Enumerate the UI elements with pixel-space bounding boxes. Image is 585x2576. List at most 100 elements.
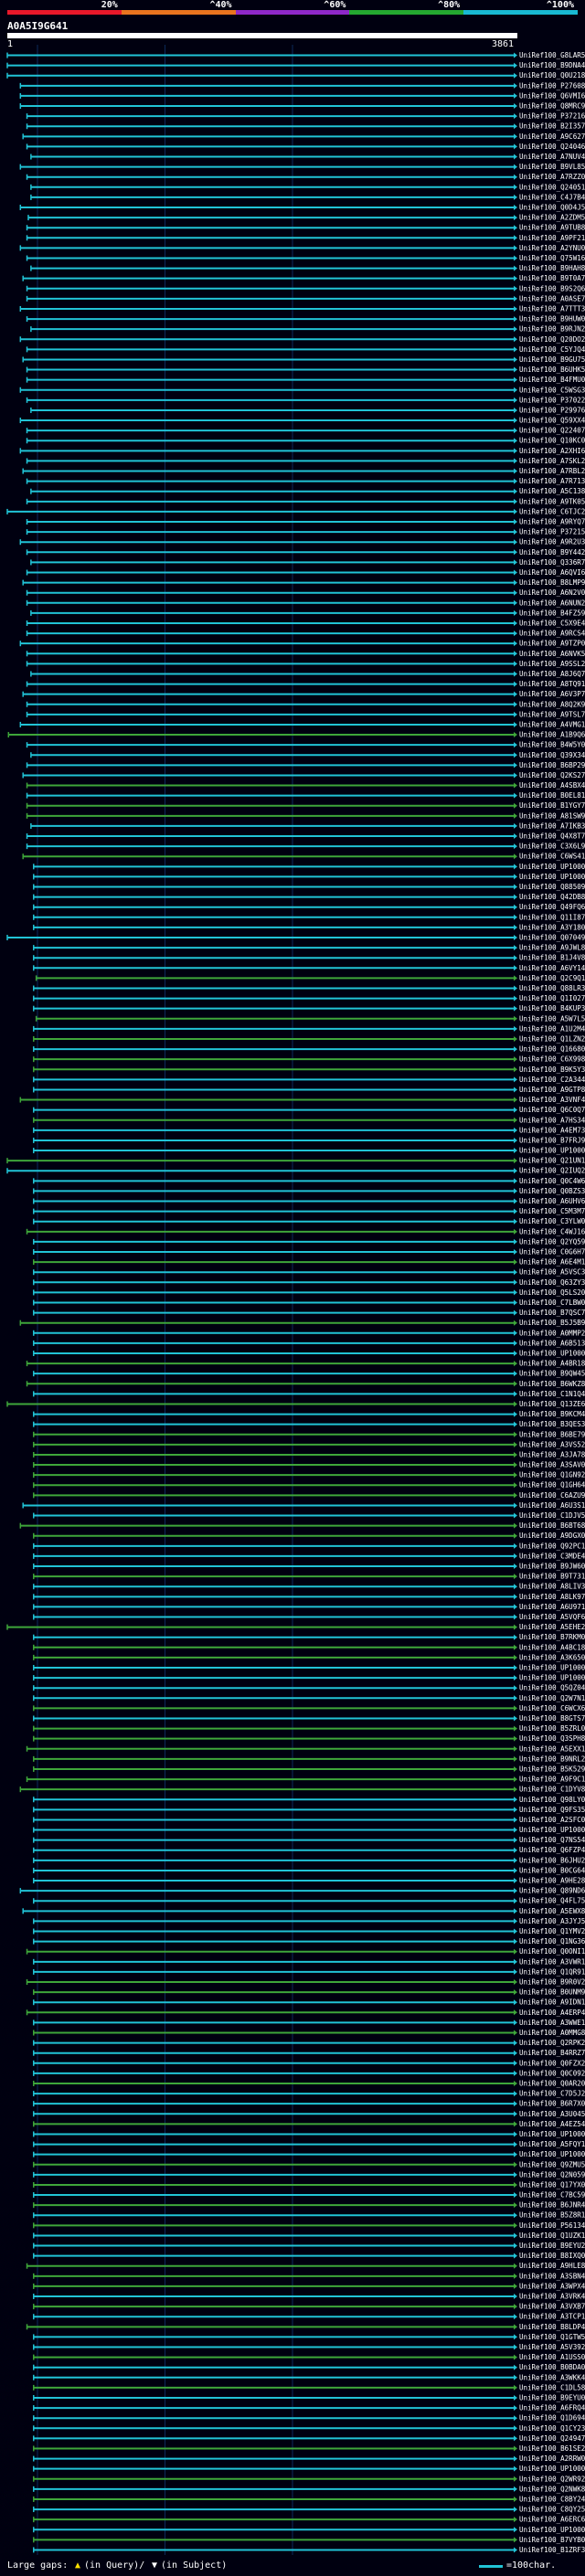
hit-label[interactable]: UniRef100_C3X6L9 [519,843,585,851]
hit-row[interactable]: UniRef100_Q11I87 [33,913,585,921]
hit-label[interactable]: UniRef100_A0MMP2 [519,1329,585,1337]
hit-row[interactable]: UniRef100_C2A344 [33,1076,585,1084]
hit-row[interactable]: UniRef100_A9IDN1 [33,1998,585,2007]
hit-row[interactable]: UniRef100_C7BC59 [33,2191,585,2200]
hit-label[interactable]: UniRef100_A4BC18 [519,1643,585,1651]
hit-row[interactable]: UniRef100_B7QSC7 [33,1309,585,1317]
hit-label[interactable]: UniRef100_A6U3S1 [519,1501,585,1510]
hit-label[interactable]: UniRef100_A6ERC6 [519,2516,585,2524]
hit-label[interactable]: UniRef100_A4ERP4 [519,2009,585,2017]
hit-label[interactable]: UniRef100_Q7NS54 [519,1836,585,1844]
hit-row[interactable]: UniRef100_A3WPX4 [33,2282,585,2290]
hit-label[interactable]: UniRef100_Q2RPK2 [519,2039,585,2047]
hit-row[interactable]: UniRef100_A9RYQ7 [26,518,585,526]
hit-row[interactable]: UniRef100_Q16680 [33,1045,585,1054]
hit-row[interactable]: UniRef100_A9TK05 [26,497,585,505]
hit-label[interactable]: UniRef100_Q89ND6 [519,1887,585,1895]
hit-row[interactable]: UniRef100_B4RRZ7 [33,2049,585,2057]
hit-row[interactable]: UniRef100_A2SFC0 [33,1816,585,1824]
hit-label[interactable]: UniRef100_Q9FS35 [519,1806,585,1814]
hit-label[interactable]: UniRef100_B9JW60 [519,1563,585,1571]
hit-row[interactable]: UniRef100_Q2YQ59 [33,1237,585,1246]
hit-label[interactable]: UniRef100_Q1GN92 [519,1471,585,1479]
hit-row[interactable]: UniRef100_A3VNF4 [19,1096,585,1104]
hit-label[interactable]: UniRef100_A2RRW0 [519,2454,585,2463]
hit-label[interactable]: UniRef100_A3SBN4 [519,2272,585,2280]
hit-row[interactable]: UniRef100_Q39X34 [30,751,585,759]
hit-row[interactable]: UniRef100_Q24046 [26,143,585,151]
hit-label[interactable]: UniRef100_A3SAV0 [519,1461,585,1469]
hit-label[interactable]: UniRef100_Q1GTW5 [519,2333,585,2341]
hit-label[interactable]: UniRef100_A3U045 [519,2110,585,2118]
hit-label[interactable]: UniRef100_A9RYQ7 [519,518,585,526]
hit-label[interactable]: UniRef100_A3WWE1 [519,2019,585,2027]
hit-label[interactable]: UniRef100_B8GTS7 [519,1714,585,1723]
hit-label[interactable]: UniRef100_Q1I027 [519,994,585,1002]
hit-label[interactable]: UniRef100_A6NUN2 [519,599,585,607]
hit-label[interactable]: UniRef100_B6BE79 [519,1430,585,1438]
hit-label[interactable]: UniRef100_B6JNR4 [519,2201,585,2210]
hit-row[interactable]: UniRef100_Q0U218 [6,71,585,80]
hit-row[interactable]: UniRef100_B8GTS7 [33,1714,585,1723]
hit-label[interactable]: UniRef100_P27608 [519,81,585,90]
hit-row[interactable]: UniRef100_B9EYU2 [33,2242,585,2250]
hit-row[interactable]: UniRef100_A5FQY1 [33,2140,585,2148]
hit-label[interactable]: UniRef100_A2XHI6 [519,447,585,455]
hit-row[interactable]: UniRef100_A4VMG1 [19,720,585,728]
hit-label[interactable]: UniRef100_C3MDE4 [519,1552,585,1560]
hit-row[interactable]: UniRef100_A6FRQ4 [33,2404,585,2412]
hit-row[interactable]: UniRef100_Q2WR92 [33,2475,585,2483]
hit-row[interactable]: UniRef100_Q21UN1 [6,1157,585,1165]
hit-label[interactable]: UniRef100_Q2WR92 [519,2475,585,2483]
hit-row[interactable]: UniRef100_C3X6L9 [26,843,585,851]
hit-label[interactable]: UniRef100_A81SW9 [519,811,585,820]
hit-row[interactable]: UniRef100_A9DGX0 [33,1532,585,1540]
hit-label[interactable]: UniRef100_A3K650 [519,1653,585,1661]
hit-row[interactable]: UniRef100_C5WSG3 [19,386,585,394]
hit-row[interactable]: UniRef100_A9SSL2 [26,660,585,668]
hit-label[interactable]: UniRef100_A5EHE2 [519,1623,585,1631]
hit-row[interactable]: UniRef100_Q13ZE6 [6,1400,585,1408]
hit-label[interactable]: UniRef100_A8J6Q7 [519,670,585,678]
hit-label[interactable]: UniRef100_A8LK97 [519,1593,585,1601]
hit-row[interactable]: UniRef100_A9C627 [22,133,585,141]
hit-label[interactable]: UniRef100_B0UNM9 [519,1988,585,1997]
hit-row[interactable]: UniRef100_C5YJQ4 [26,345,585,354]
hit-label[interactable]: UniRef100_P37022 [519,396,585,404]
hit-label[interactable]: UniRef100_B8LMP9 [519,578,585,587]
hit-label[interactable]: UniRef100_C7BC59 [519,2191,585,2200]
hit-row[interactable]: UniRef100_Q1GN92 [33,1471,585,1479]
hit-row[interactable]: UniRef100_B6BT68 [19,1521,585,1530]
hit-row[interactable]: UniRef100_A4BC18 [33,1643,585,1651]
hit-label[interactable]: UniRef100_A4BR18 [519,1360,585,1368]
hit-label[interactable]: UniRef100_B8IXQ0 [519,2252,585,2260]
hit-row[interactable]: UniRef100_Q88509 [33,883,585,891]
hit-row[interactable]: UniRef100_B1J4V8 [33,954,585,962]
hit-row[interactable]: UniRef100_A2XHI6 [19,447,585,455]
hit-label[interactable]: UniRef100_Q2C9Q1 [519,974,585,982]
hit-label[interactable]: UniRef100_B4W5Y0 [519,741,585,749]
hit-row[interactable]: UniRef100_Q1LZN2 [33,1034,585,1043]
hit-row[interactable]: UniRef100_A6E4M1 [33,1258,585,1267]
hit-label[interactable]: UniRef100_C0G6H7 [519,1248,585,1256]
hit-row[interactable]: UniRef100_Q1YMV2 [33,1927,585,1935]
hit-label[interactable]: UniRef100_B9VL85 [519,163,585,171]
hit-row[interactable]: UniRef100_Q42DB8 [33,893,585,901]
hit-row[interactable]: UniRef100_A6QVI6 [26,568,585,577]
hit-row[interactable]: UniRef100_B0EL81 [26,791,585,800]
hit-row[interactable]: UniRef100_UP1000... [33,1663,585,1671]
hit-row[interactable]: UniRef100_A6UHV6 [33,1197,585,1205]
hit-row[interactable]: UniRef100_B9EYU0 [33,2393,585,2401]
hit-row[interactable]: UniRef100_B6BE79 [33,1430,585,1438]
hit-row[interactable]: UniRef100_A3WKK4 [33,2373,585,2381]
hit-label[interactable]: UniRef100_Q5QZ04 [519,1684,585,1692]
hit-label[interactable]: UniRef100_Q0C092 [519,2069,585,2077]
hit-label[interactable]: UniRef100_Q11I87 [519,913,585,921]
hit-row[interactable]: UniRef100_C6TJC2 [6,507,585,515]
hit-label[interactable]: UniRef100_B9GU75 [519,355,585,364]
hit-label[interactable]: UniRef100_Q1YMV2 [519,1927,585,1935]
hit-row[interactable]: UniRef100_A9JWL8 [33,944,585,952]
hit-row[interactable]: UniRef100_B9K5Y3 [33,1065,585,1074]
hit-label[interactable]: UniRef100_A5VQF6 [519,1613,585,1621]
hit-row[interactable]: UniRef100_A9GTP8 [33,1086,585,1094]
